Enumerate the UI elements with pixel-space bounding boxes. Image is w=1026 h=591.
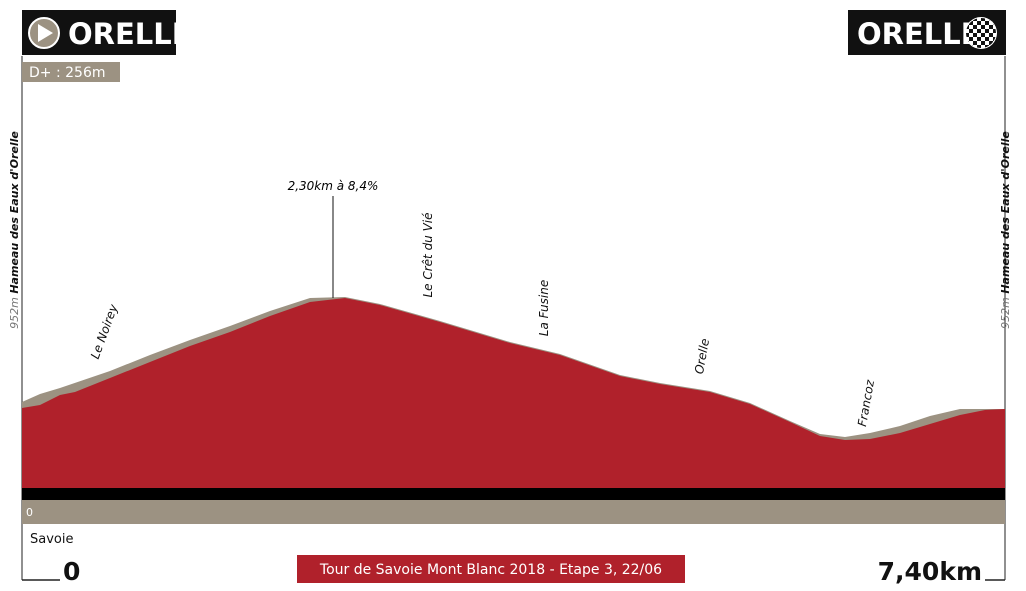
check-square	[973, 33, 977, 37]
altitude-value: 952m	[8, 297, 21, 329]
region: Savoie	[30, 532, 73, 547]
check-square	[966, 25, 969, 29]
check-square	[989, 41, 993, 45]
check-square	[966, 33, 969, 37]
altitude-place: Hameau des Eaux d'Orelle	[8, 131, 21, 294]
check-square	[977, 29, 981, 33]
check-square	[981, 33, 985, 37]
check-square	[977, 21, 981, 25]
check-square	[989, 25, 993, 29]
check-square	[969, 21, 973, 25]
base-altitude: 0	[26, 506, 33, 519]
check-square	[993, 37, 996, 41]
play-icon	[38, 24, 53, 42]
check-square	[969, 37, 973, 41]
finish-distance: 7,40km	[878, 557, 982, 586]
finish-name: ORELLE	[857, 17, 981, 51]
check-square	[993, 29, 996, 33]
check-square	[985, 37, 989, 41]
checkered-flag	[965, 17, 997, 49]
check-square	[981, 18, 985, 21]
check-square	[973, 18, 977, 21]
place-label: La Fusine	[537, 280, 551, 336]
check-square	[989, 33, 993, 37]
climb-text: D+ : 256m	[29, 65, 106, 81]
check-square	[985, 21, 989, 25]
climb-box	[22, 62, 120, 82]
base-bar	[22, 488, 1005, 500]
profile-area	[22, 298, 1005, 488]
altitude-left: 952m Hameau des Eaux d'Orelle	[8, 131, 21, 329]
check-square	[977, 37, 981, 41]
place-label: Orelle	[692, 337, 712, 375]
altitude-right: 952m Hameau des Eaux d'Orelle	[999, 131, 1012, 329]
footer-box	[297, 555, 685, 583]
footer-title: Tour de Savoie Mont Blanc 2018 - Etape 3…	[319, 562, 662, 578]
check-square	[973, 41, 977, 45]
start-distance: 0	[63, 557, 80, 586]
check-square	[985, 45, 989, 48]
place-label: Le Noirey	[88, 302, 121, 361]
check-square	[977, 45, 981, 48]
check-square	[981, 41, 985, 45]
check-square	[985, 29, 989, 33]
altitude-place: Hameau des Eaux d'Orelle	[999, 131, 1012, 294]
base-band	[22, 500, 1005, 524]
altitude-value: 952m	[999, 297, 1012, 329]
check-square	[973, 25, 977, 29]
start-name: ORELLE	[68, 17, 192, 51]
check-square	[981, 25, 985, 29]
check-square	[969, 29, 973, 33]
annotation: 2,30km à 8,4%	[288, 179, 379, 193]
place-label: Francoz	[855, 378, 877, 427]
place-label: Le Crêt du Vié	[421, 212, 435, 297]
